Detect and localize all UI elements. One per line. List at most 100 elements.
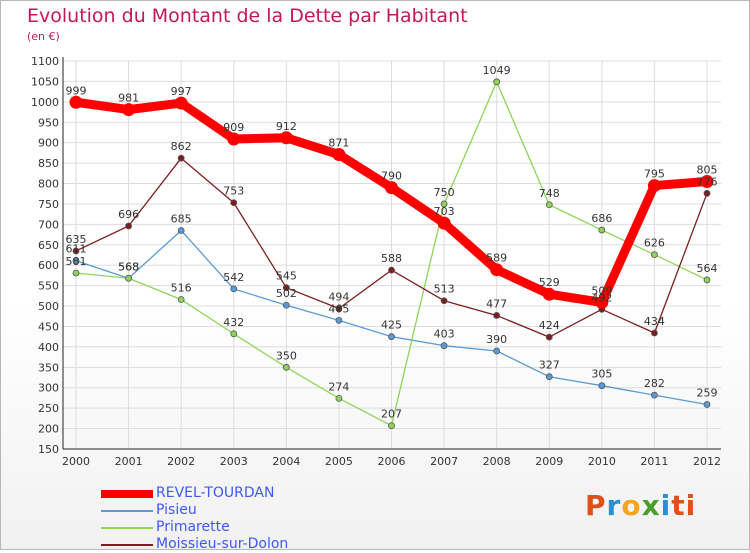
y-tick-label: 750 [38, 198, 59, 211]
x-tick-label: 2009 [535, 455, 563, 468]
data-label: 909 [223, 121, 244, 134]
data-label: 790 [381, 170, 402, 183]
data-point [385, 181, 398, 195]
data-label: 403 [434, 328, 455, 341]
data-label: 259 [697, 386, 718, 399]
legend-label: Moissieu-sur-Dolon [156, 536, 289, 552]
data-point [700, 174, 714, 188]
y-tick-label: 200 [38, 423, 59, 436]
logo-letter: ti [671, 489, 697, 522]
data-label: 703 [434, 205, 455, 218]
legend-swatch [101, 510, 153, 512]
data-point [598, 226, 606, 234]
data-label: 795 [644, 168, 665, 181]
y-tick-label: 500 [38, 300, 59, 313]
y-tick-label: 300 [38, 382, 59, 395]
data-label: 862 [171, 140, 192, 153]
data-point [279, 131, 293, 145]
data-label: 696 [118, 208, 139, 221]
y-tick-label: 950 [38, 116, 59, 129]
data-point [388, 266, 395, 274]
data-point [647, 179, 661, 193]
data-point [227, 132, 241, 146]
data-point [230, 330, 238, 338]
data-label: 635 [66, 233, 87, 246]
data-label: 282 [644, 377, 665, 390]
legend-label: Pisieu [156, 502, 197, 518]
data-label: 425 [381, 319, 402, 332]
x-tick-label: 2010 [588, 455, 616, 468]
data-label: 912 [276, 120, 297, 133]
x-tick-label: 2006 [378, 455, 406, 468]
data-label: 327 [539, 359, 560, 372]
data-point [493, 78, 501, 86]
data-point [282, 284, 290, 292]
x-tick-label: 2007 [430, 455, 458, 468]
data-point [703, 276, 711, 284]
data-point [651, 391, 658, 399]
data-point [388, 333, 395, 341]
data-label: 981 [118, 92, 139, 105]
data-point [335, 316, 343, 324]
data-point [174, 96, 188, 110]
proxiti-logo: Proxiti [585, 489, 696, 522]
logo-letter: x [641, 489, 661, 522]
data-label: 568 [118, 260, 139, 273]
data-label: 207 [381, 408, 402, 421]
data-label: 685 [171, 212, 192, 225]
y-tick-label: 450 [38, 320, 59, 333]
y-tick-label: 650 [38, 239, 59, 252]
data-point [545, 201, 553, 209]
y-tick-label: 1100 [31, 55, 59, 68]
line-chart-plot: 150 200 250 300 350 400 450 500 550 600 650 700 750 8… [31, 55, 721, 468]
y-tick-label: 400 [38, 341, 59, 354]
x-tick-label: 2000 [62, 455, 90, 468]
x-tick-label: 2008 [483, 455, 511, 468]
data-label: 611 [66, 243, 87, 256]
data-label: 274 [328, 380, 349, 393]
y-tick-label: 350 [38, 361, 59, 374]
logo-letter: r [606, 489, 622, 522]
data-point [440, 200, 448, 208]
chart-subtitle: (en €) [27, 30, 60, 43]
data-point [69, 95, 83, 109]
logo-letter: i [660, 489, 672, 522]
data-label: 545 [276, 270, 297, 283]
chart-title: Evolution du Montant de la Dette par Hab… [27, 5, 468, 27]
data-point [651, 329, 658, 337]
data-point [125, 274, 132, 282]
x-tick-label: 2004 [272, 455, 300, 468]
data-point [230, 285, 238, 293]
y-tick-label: 1050 [31, 75, 59, 88]
data-point [703, 189, 711, 197]
data-label: 516 [171, 282, 192, 295]
y-tick-label: 150 [38, 443, 59, 456]
x-tick-label: 2001 [115, 455, 143, 468]
data-point [388, 422, 395, 430]
data-point [598, 382, 606, 390]
data-point [282, 301, 290, 309]
data-label: 1049 [483, 64, 511, 77]
data-point [72, 269, 80, 277]
y-tick-label: 700 [38, 218, 59, 231]
logo-letter: o [621, 489, 642, 522]
data-point [72, 257, 80, 265]
data-point [122, 103, 136, 117]
x-tick-label: 2003 [220, 455, 248, 468]
data-point [542, 287, 556, 301]
data-label: 494 [328, 291, 349, 304]
legend-label: REVEL-TOURDAN [156, 485, 275, 501]
data-label: 999 [66, 84, 87, 97]
y-tick-label: 800 [38, 178, 59, 191]
data-point [651, 251, 658, 258]
data-point [440, 342, 448, 350]
data-label: 750 [434, 186, 455, 199]
data-label: 432 [223, 316, 244, 329]
data-label: 568 [118, 260, 139, 273]
data-point [177, 227, 185, 234]
data-point [703, 401, 711, 408]
data-label: 509 [591, 284, 612, 297]
data-label: 805 [697, 163, 718, 176]
data-point [490, 263, 504, 277]
